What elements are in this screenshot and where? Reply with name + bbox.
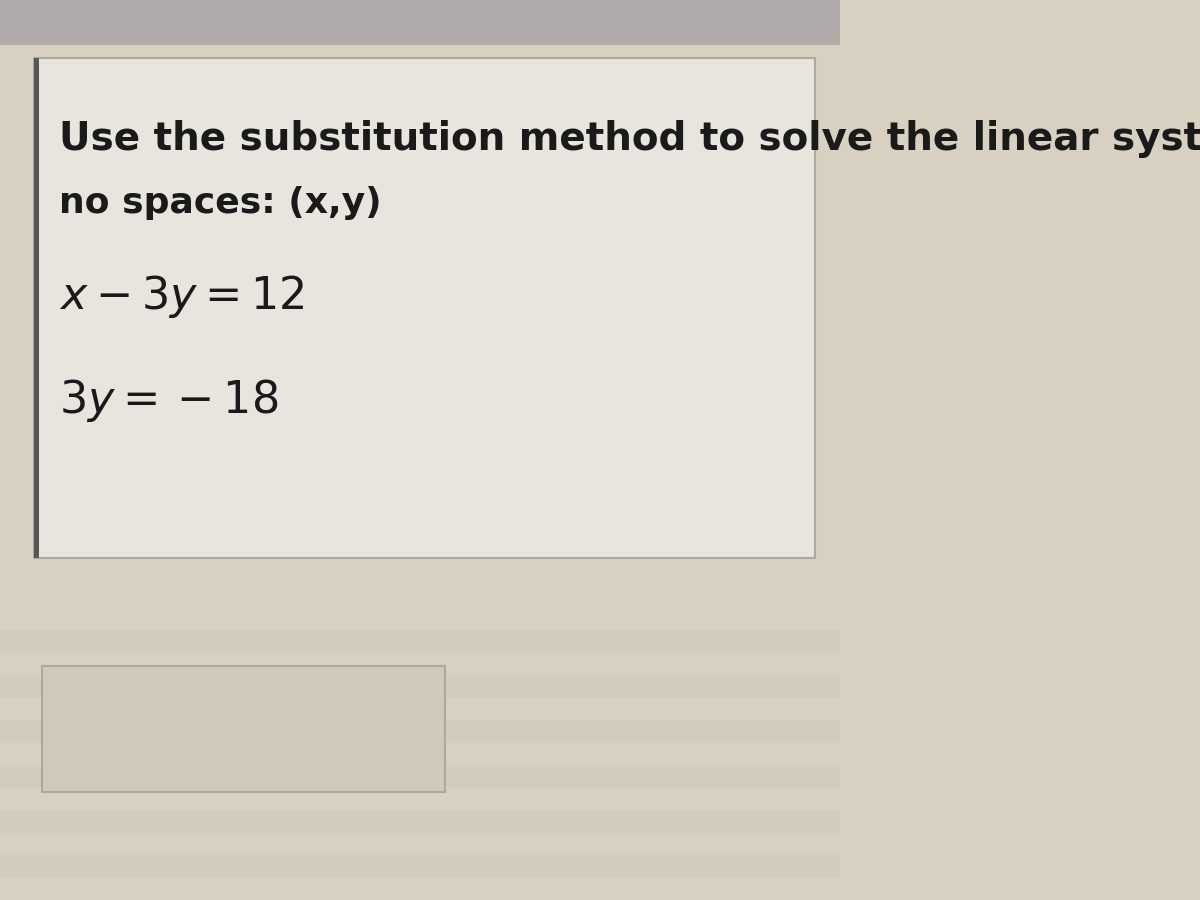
Text: Use the substitution method to solve the linear system.: Use the substitution method to solve the… — [59, 121, 1200, 158]
Text: $x - 3y = 12$: $x - 3y = 12$ — [59, 274, 305, 320]
Bar — [0, 855, 840, 878]
Bar — [34, 58, 815, 558]
Bar — [0, 0, 840, 45]
Bar — [0, 630, 840, 652]
Bar — [42, 666, 445, 792]
Bar — [0, 675, 840, 698]
Bar — [34, 58, 40, 558]
Text: no spaces: (x,y): no spaces: (x,y) — [59, 185, 382, 220]
Text: $3y = -18$: $3y = -18$ — [59, 377, 278, 424]
Bar — [0, 720, 840, 742]
Bar — [0, 810, 840, 832]
Bar — [0, 765, 840, 788]
